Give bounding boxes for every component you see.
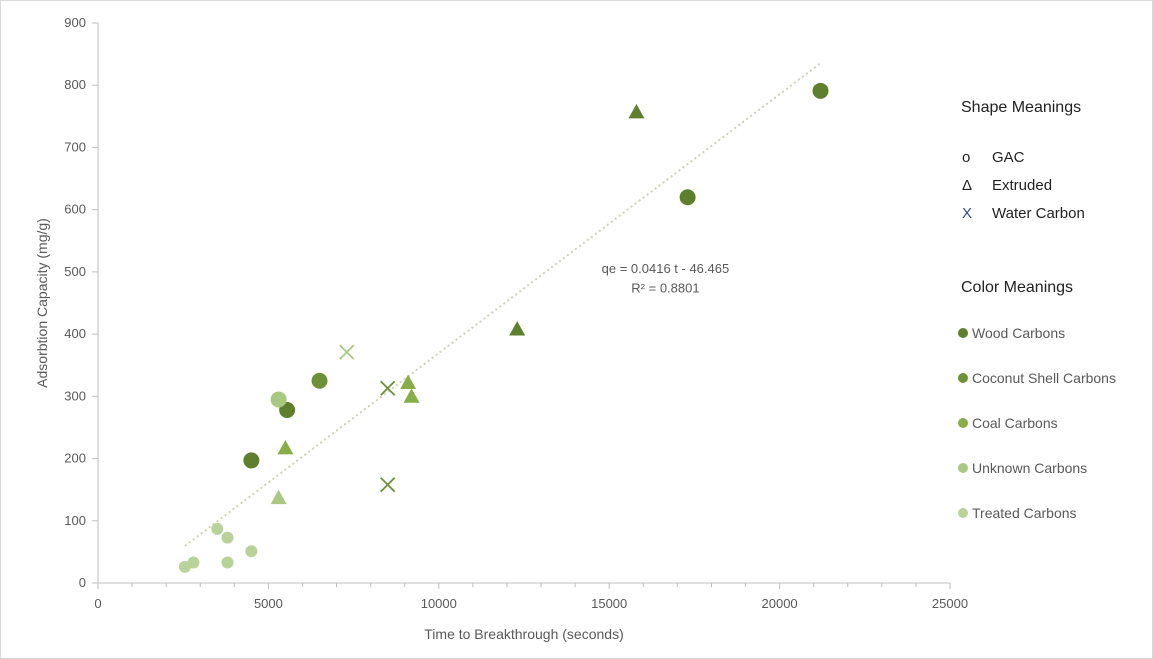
data-point-triangle	[277, 439, 294, 455]
legend-shape-label: Water Carbon	[992, 205, 1085, 222]
legend-shape-label: Extruded	[992, 177, 1052, 194]
legend-color-swatch	[958, 328, 968, 338]
trendline	[184, 62, 822, 547]
data-point-x	[339, 344, 355, 360]
legend-color-label: Coal Carbons	[972, 415, 1058, 431]
axes	[97, 23, 950, 584]
legend-color-label: Coconut Shell Carbons	[972, 370, 1116, 386]
legend-color-title: Color Meanings	[961, 279, 1073, 296]
data-point-triangle	[628, 103, 645, 119]
y-axis-ticks: 0 100 200 300 400 500 600 700 800 900	[64, 15, 98, 590]
legend-color-swatch	[958, 463, 968, 473]
x-axis-ticks: 0 5000 10000 15000 20000 25000	[94, 583, 968, 611]
legend-color-label: Treated Carbons	[972, 505, 1077, 521]
legend-color-swatch	[958, 508, 968, 518]
data-point-circle	[221, 556, 234, 569]
legend-shape-items: o GAC Δ Extruded X Water Carbon	[962, 149, 1085, 222]
data-point-triangle	[400, 374, 417, 390]
legend-color-swatch	[958, 373, 968, 383]
data-point-circle	[187, 556, 200, 569]
data-point-triangle	[403, 388, 420, 403]
legend-color-swatch	[958, 418, 968, 428]
data-point-x	[380, 477, 396, 493]
data-point-circle	[245, 545, 258, 558]
legend: Shape Meanings o GAC Δ Extruded X Water Carbo…	[958, 99, 1116, 521]
data-points	[178, 82, 829, 573]
data-point-circle	[679, 189, 696, 206]
y-tick-label: 700	[64, 139, 86, 154]
y-tick-label: 0	[79, 575, 86, 590]
legend-color-label: Wood Carbons	[972, 325, 1065, 341]
legend-shape-symbol: X	[962, 205, 972, 222]
trendline-equation: qe = 0.0416 t - 46.465	[602, 261, 730, 276]
legend-color-label: Unknown Carbons	[972, 460, 1087, 476]
y-tick-label: 500	[64, 264, 86, 279]
legend-shape-title: Shape Meanings	[961, 99, 1081, 116]
y-tick-label: 100	[64, 513, 86, 528]
y-tick-label: 900	[64, 15, 86, 30]
legend-color-items: Wood Carbons Coconut Shell Carbons Coal Ca…	[958, 325, 1116, 521]
data-point-circle	[270, 391, 287, 408]
x-tick-label: 5000	[254, 596, 283, 611]
data-point-triangle	[509, 321, 526, 336]
y-tick-label: 400	[64, 326, 86, 341]
data-point-circle	[812, 82, 829, 99]
data-point-x	[380, 380, 396, 396]
x-tick-label: 20000	[762, 596, 798, 611]
data-point-circle	[243, 452, 260, 469]
x-tick-label: 10000	[421, 596, 457, 611]
legend-shape-symbol: Δ	[962, 177, 972, 194]
y-tick-label: 200	[64, 451, 86, 466]
y-tick-label: 800	[64, 77, 86, 92]
trendline-r2: R² = 0.8801	[631, 280, 699, 295]
legend-shape-label: GAC	[992, 149, 1025, 166]
y-tick-label: 300	[64, 388, 86, 403]
data-point-circle	[211, 522, 224, 535]
x-tick-label: 0	[94, 596, 101, 611]
y-tick-label: 600	[64, 202, 86, 217]
x-tick-label: 15000	[591, 596, 627, 611]
x-tick-label: 25000	[932, 596, 968, 611]
x-axis-title: Time to Breakthrough (seconds)	[424, 626, 623, 642]
data-point-circle	[221, 531, 234, 544]
legend-shape-symbol: o	[962, 149, 970, 166]
data-point-circle	[311, 372, 328, 389]
data-point-triangle	[270, 489, 287, 505]
y-axis-title: Adsorbtion Capacity (mg/g)	[34, 218, 50, 388]
